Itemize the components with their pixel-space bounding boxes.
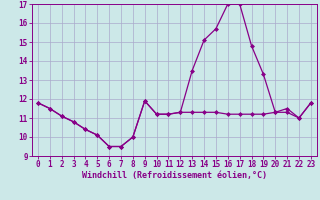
X-axis label: Windchill (Refroidissement éolien,°C): Windchill (Refroidissement éolien,°C) xyxy=(82,171,267,180)
